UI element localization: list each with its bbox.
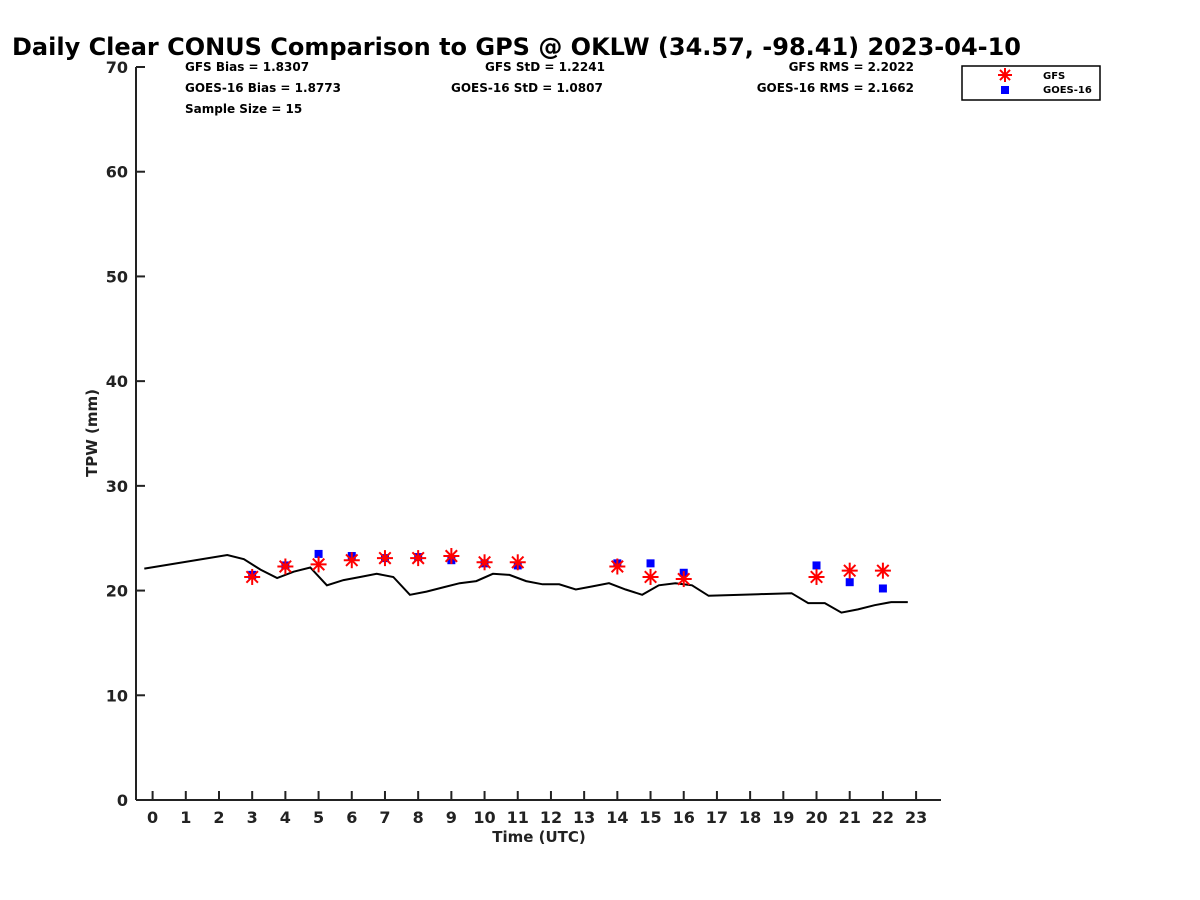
gfs-point	[509, 554, 526, 571]
y-tick-label: 30	[106, 477, 128, 496]
sample-size-stat: Sample Size = 15	[185, 102, 302, 116]
legend-goes16-label: GOES-16	[1043, 85, 1092, 96]
x-tick-label: 10	[473, 808, 495, 827]
gfs-rms-stat: GFS RMS = 2.2022	[789, 60, 914, 74]
stats-block: GFS Bias = 1.8307 GOES-16 Bias = 1.8773 …	[185, 60, 914, 116]
gfs-point	[443, 548, 460, 565]
x-tick-label: 1	[180, 808, 191, 827]
legend: GFS GOES-16	[961, 65, 1101, 101]
gfs-point	[642, 568, 659, 585]
legend-gfs-asterisk	[998, 68, 1012, 82]
x-tick-label: 22	[872, 808, 894, 827]
gfs-point	[874, 562, 891, 579]
gps-series	[144, 553, 908, 614]
axes: 0 1 2 3 4 5 6 7 8 9 10 11 12 13 14 15 16 17 18 19 20 21 22 2301…	[106, 58, 941, 827]
x-tick-label: 17	[706, 808, 728, 827]
gfs-point	[410, 550, 427, 567]
gfs-point	[476, 554, 493, 571]
x-tick-label: 14	[606, 808, 628, 827]
gfs-point	[808, 568, 825, 585]
y-tick-label: 60	[106, 163, 128, 182]
x-tick-label: 5	[313, 808, 324, 827]
x-axis-label: Time (UTC)	[492, 828, 586, 846]
gfs-point	[675, 571, 692, 588]
legend-gfs-label: GFS	[1043, 71, 1065, 82]
goes16-point	[646, 559, 655, 568]
gfs-point	[343, 552, 360, 569]
x-tick-label: 16	[673, 808, 695, 827]
gfs-point	[244, 568, 261, 585]
x-tick-label: 7	[379, 808, 390, 827]
y-tick-label: 10	[106, 686, 128, 705]
legend-gfs-marker	[998, 68, 1012, 82]
x-tick-label: 15	[639, 808, 661, 827]
gfs-point	[310, 556, 327, 573]
gfs-std-stat: GFS StD = 1.2241	[485, 60, 605, 74]
gfs-point	[277, 558, 294, 575]
gfs-series	[244, 548, 891, 588]
gfs-point	[841, 562, 858, 579]
x-tick-label: 4	[280, 808, 291, 827]
goes16-point	[878, 584, 887, 593]
x-tick-label: 13	[573, 808, 595, 827]
y-tick-label: 50	[106, 267, 128, 286]
x-tick-label: 6	[346, 808, 357, 827]
y-axis-label: TPW (mm)	[83, 389, 101, 477]
x-tick-label: 2	[213, 808, 224, 827]
goes-bias-stat: GOES-16 Bias = 1.8773	[185, 81, 341, 95]
gps-line	[144, 553, 908, 614]
goes-std-stat: GOES-16 StD = 1.0807	[451, 81, 603, 95]
gfs-bias-stat: GFS Bias = 1.8307	[185, 60, 309, 74]
legend-goes16-marker	[1001, 86, 1009, 94]
x-tick-label: 23	[905, 808, 927, 827]
gfs-point	[376, 550, 393, 567]
y-tick-label: 40	[106, 372, 128, 391]
gfs-point	[609, 558, 626, 575]
x-tick-label: 9	[446, 808, 457, 827]
x-tick-label: 21	[839, 808, 861, 827]
y-tick-label: 0	[117, 791, 128, 810]
goes16-point	[812, 561, 821, 570]
goes-rms-stat: GOES-16 RMS = 2.1662	[757, 81, 914, 95]
goes16-point	[845, 578, 854, 587]
y-tick-label: 70	[106, 58, 128, 77]
x-tick-label: 0	[147, 808, 158, 827]
goes16-point	[314, 549, 323, 558]
x-tick-label: 8	[413, 808, 424, 827]
x-tick-label: 18	[739, 808, 761, 827]
y-tick-label: 20	[106, 582, 128, 601]
x-tick-label: 11	[507, 808, 529, 827]
legend-box	[961, 65, 1101, 101]
chart-title: Daily Clear CONUS Comparison to GPS @ OK…	[12, 33, 1021, 61]
x-tick-label: 12	[540, 808, 562, 827]
x-tick-label: 20	[805, 808, 827, 827]
x-tick-label: 19	[772, 808, 794, 827]
x-tick-label: 3	[247, 808, 258, 827]
